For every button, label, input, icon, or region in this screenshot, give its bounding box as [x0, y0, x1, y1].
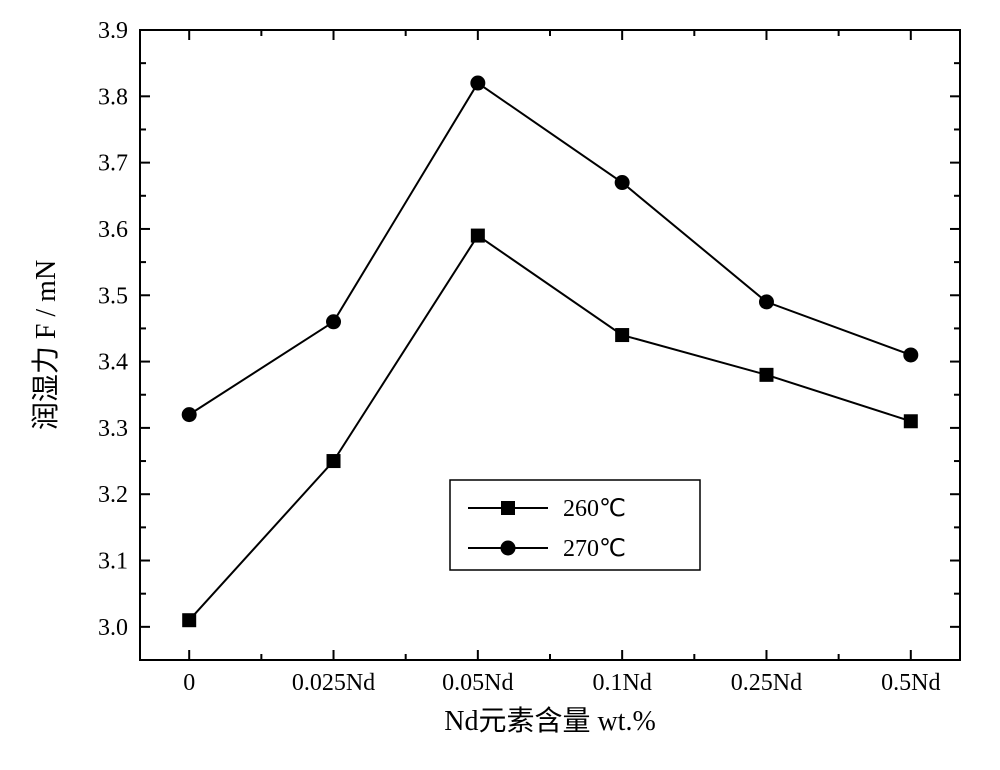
marker-square [904, 414, 918, 428]
y-axis-label: 润湿力 F / mN [30, 260, 62, 430]
marker-square [615, 328, 629, 342]
marker-square [327, 454, 341, 468]
y-tick-label: 3.8 [98, 84, 128, 110]
legend-label: 270℃ [563, 536, 626, 562]
marker-circle [615, 175, 630, 190]
y-tick-label: 3.0 [98, 615, 128, 641]
y-tick-label: 3.9 [98, 18, 128, 44]
y-tick-label: 3.2 [98, 482, 128, 508]
legend-marker-circle [501, 541, 516, 556]
x-tick-label: 0.5Nd [881, 670, 940, 696]
x-axis-label: Nd元素含量 wt.% [444, 705, 656, 737]
marker-square [471, 229, 485, 243]
series-line-1 [189, 83, 911, 415]
marker-square [759, 368, 773, 382]
legend-marker-square [501, 501, 515, 515]
legend-label: 260℃ [563, 496, 626, 522]
y-tick-label: 3.7 [98, 151, 128, 177]
chart-svg: 3.0 3.1 3.2 3.3 3.4 3.5 3.6 3.7 3.8 3.9 0 0.025Nd 0.… [0, 0, 1000, 770]
marker-circle [903, 347, 918, 362]
y-tick-label: 3.4 [98, 350, 128, 376]
x-tick-label: 0 [183, 670, 195, 696]
y-tick-label: 3.1 [98, 549, 128, 575]
x-tick-label: 0.05Nd [442, 670, 513, 696]
y-tick-label: 3.3 [98, 416, 128, 442]
marker-circle [182, 407, 197, 422]
y-tick-label: 3.6 [98, 217, 128, 243]
marker-circle [326, 314, 341, 329]
x-tick-label: 0.25Nd [731, 670, 802, 696]
y-tick-label: 3.5 [98, 283, 128, 309]
x-tick-label: 0.1Nd [592, 670, 651, 696]
chart-container: 3.0 3.1 3.2 3.3 3.4 3.5 3.6 3.7 3.8 3.9 0 0.025Nd 0.… [0, 0, 1000, 770]
x-tick-label: 0.025Nd [292, 670, 375, 696]
marker-circle [759, 294, 774, 309]
plot-border [140, 30, 960, 660]
series-line-0 [189, 236, 911, 621]
marker-circle [470, 76, 485, 91]
marker-square [182, 613, 196, 627]
